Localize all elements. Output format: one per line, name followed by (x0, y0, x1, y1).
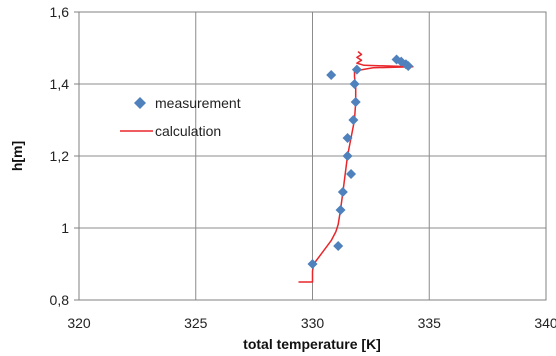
legend-diamond-marker (134, 97, 146, 109)
legend-label-measurement: measurement (155, 95, 241, 111)
measurement-point (326, 70, 337, 80)
series-layer (298, 51, 414, 283)
legend-item-measurement: measurement (134, 95, 241, 111)
measurement-point (403, 61, 414, 71)
x-tick-label: 335 (418, 315, 442, 331)
measurement-point (333, 241, 344, 251)
y-tick-label: 1,4 (50, 76, 70, 92)
measurement-point (348, 115, 359, 125)
measurement-point (396, 56, 407, 67)
y-tick-label: 1 (61, 220, 69, 236)
legend-item-calculation: calculation (120, 123, 221, 139)
calculation-line (298, 51, 414, 283)
measurement-point (335, 205, 346, 215)
legend: measurement calculation (120, 95, 241, 139)
measurement-point (346, 169, 357, 179)
measurement-point (337, 187, 348, 197)
grid (79, 12, 546, 300)
x-tick-label: 320 (67, 315, 91, 331)
y-tick-label: 1,6 (50, 4, 70, 20)
x-tick-label: 325 (184, 315, 208, 331)
y-tick-label: 1,2 (50, 148, 70, 164)
x-axis-title: total temperature [K] (243, 336, 381, 352)
measurement-point (350, 97, 361, 107)
y-tick-label: 0,8 (50, 292, 70, 308)
y-axis-ticks: 0,8 1 1,2 1,4 1,6 (50, 4, 79, 308)
y-axis-title: h[m] (9, 141, 25, 171)
measurement-point (342, 151, 353, 161)
x-tick-label: 330 (301, 315, 325, 331)
legend-label-calculation: calculation (155, 123, 221, 139)
x-tick-label: 340 (534, 315, 556, 331)
measurement-point (307, 259, 318, 269)
measurement-point (349, 79, 360, 89)
measurement-point (351, 64, 362, 75)
x-axis-ticks: 320 325 330 335 340 (67, 315, 556, 331)
measurement-point (342, 133, 353, 143)
